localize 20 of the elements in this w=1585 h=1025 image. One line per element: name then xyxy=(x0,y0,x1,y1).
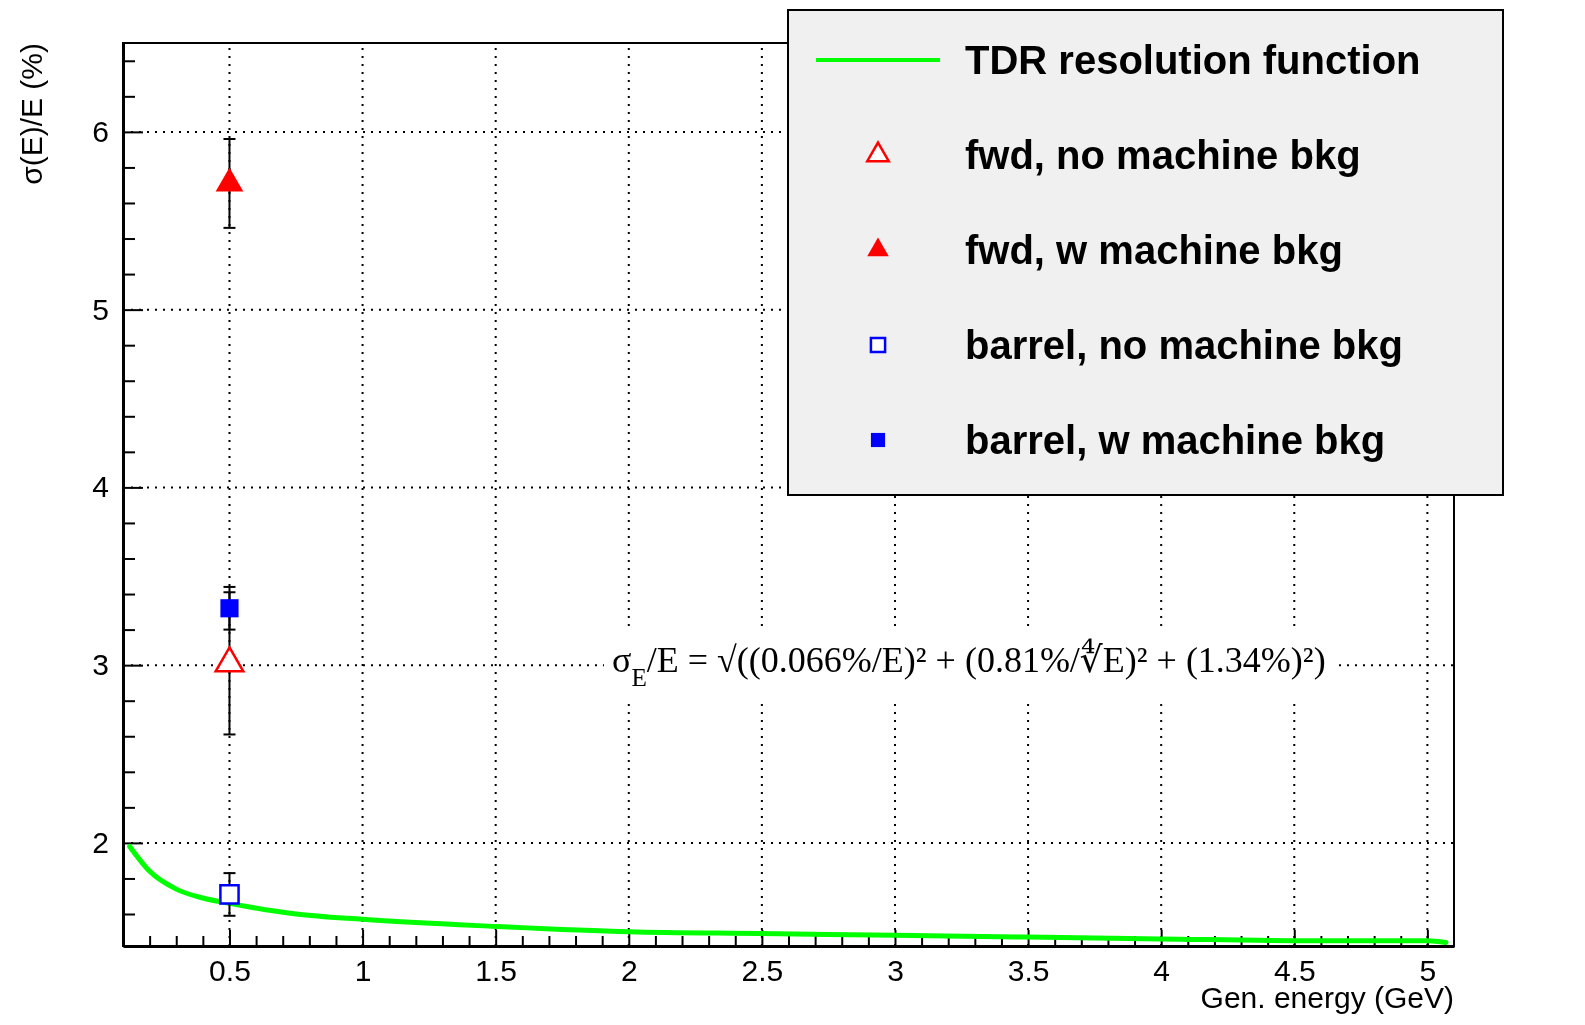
x-tick-label: 1 xyxy=(354,954,372,988)
y-axis-title: σ(E)/E (%) xyxy=(15,43,48,185)
legend-label: fwd, w machine bkg xyxy=(965,228,1343,272)
x-tick-label: 4 xyxy=(1153,954,1171,988)
y-tick-label: 4 xyxy=(92,470,109,504)
y-tick-label: 5 xyxy=(92,292,109,326)
x-tick-label: 3.5 xyxy=(1007,954,1050,988)
x-tick-label: 1.5 xyxy=(475,954,518,988)
y-tick-label: 6 xyxy=(92,114,109,148)
legend-label: barrel, no machine bkg xyxy=(965,323,1403,367)
x-tick-label: 2.5 xyxy=(741,954,784,988)
y-tick-label: 2 xyxy=(92,826,109,859)
x-tick-label: 3 xyxy=(887,954,904,988)
legend-label: fwd, no machine bkg xyxy=(965,133,1361,177)
x-tick-label: 0.5 xyxy=(209,954,251,988)
y-tick-label: 3 xyxy=(92,648,109,682)
legend-label: TDR resolution function xyxy=(965,38,1421,82)
x-tick-label: 2 xyxy=(620,954,638,988)
legend-label: barrel, w machine bkg xyxy=(965,418,1386,462)
annotation: σ$_{E}$/E = √((0.066%/E)² + (0.81%/∜E)² + (1.34%)²) xyxy=(612,638,1326,691)
